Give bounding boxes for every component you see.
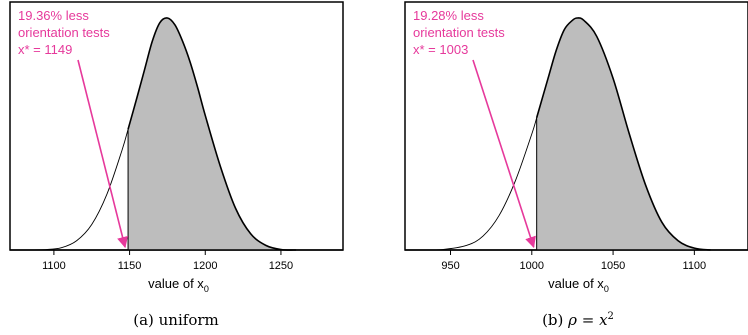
chart-panel-rho: 950 1000 1050 1100 value of x0 19.28% less ori…	[404, 1, 748, 329]
annotation-arrow	[472, 59, 536, 249]
annotation-line: orientation tests	[413, 25, 505, 40]
curve-right	[535, 17, 711, 251]
annotation-line: orientation tests	[18, 25, 110, 40]
x-axis-label: value of x0	[148, 276, 209, 294]
caption: (a) uniform	[133, 311, 219, 329]
x-tick-label: 1100	[683, 260, 707, 272]
annotation-line: x* = 1003	[413, 42, 468, 57]
annotation-line: 19.28% less	[413, 8, 484, 23]
x-axis-label: value of x0	[548, 276, 609, 294]
x-tick-label: 950	[441, 260, 459, 272]
curve-right	[127, 17, 297, 251]
caption: (b) ρ = x2	[542, 311, 614, 329]
x-tick-label: 1050	[601, 260, 625, 272]
shaded-area	[536, 17, 711, 250]
annotation-line: x* = 1149	[18, 42, 72, 57]
x-tick-label: 1150	[118, 260, 142, 272]
x-tick-label: 1100	[42, 260, 66, 272]
chart-panel-uniform: 1100 1150 1200 1250 value of x0 19.36% less or…	[9, 1, 344, 329]
annotation-arrow	[77, 59, 129, 249]
x-tick-label: 1250	[269, 260, 293, 272]
x-tick-label: 1200	[193, 260, 217, 272]
shaded-area	[128, 17, 297, 251]
x-tick-label: 1000	[520, 260, 544, 272]
annotation-line: 19.36% less	[18, 8, 89, 23]
